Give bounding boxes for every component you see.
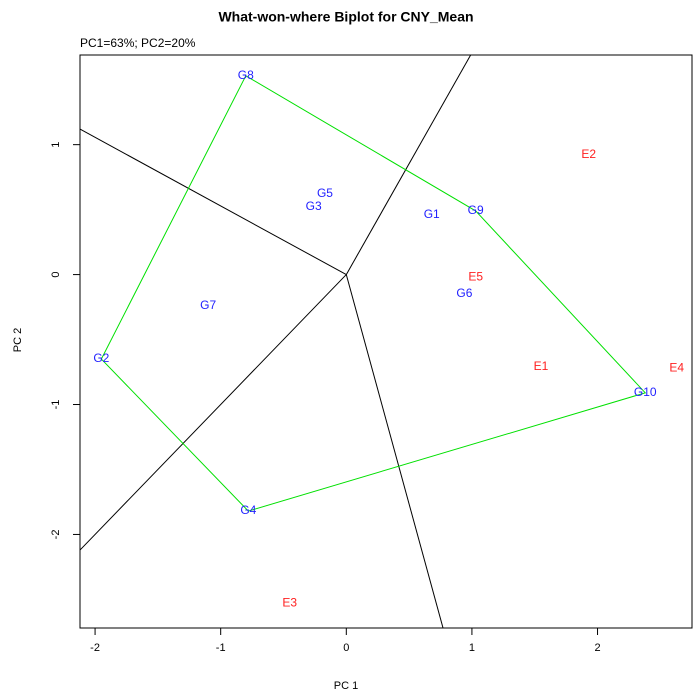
polygon xyxy=(100,75,647,512)
genotype-label: G5 xyxy=(317,186,333,200)
environment-label: E4 xyxy=(669,360,684,374)
x-tick-label: 0 xyxy=(343,642,349,654)
y-tick-label: -1 xyxy=(50,400,62,410)
genotype-label: G3 xyxy=(306,199,322,213)
x-axis-label: PC 1 xyxy=(334,680,358,692)
genotype-label: G8 xyxy=(238,68,254,82)
genotype-label: G10 xyxy=(634,385,657,399)
x-tick-label: 2 xyxy=(594,642,600,654)
y-axis-label: PC 2 xyxy=(12,328,24,352)
y-tick-label: 0 xyxy=(50,272,62,278)
ray xyxy=(345,55,472,275)
x-tick-label: -2 xyxy=(90,642,100,654)
x-tick-label: -1 xyxy=(216,642,226,654)
genotype-label: G1 xyxy=(424,207,440,221)
environment-label: E2 xyxy=(581,147,596,161)
environment-label: E3 xyxy=(282,595,297,609)
ray xyxy=(80,274,347,551)
subtitle: PC1=63%; PC2=20% xyxy=(80,36,196,50)
ray xyxy=(80,128,347,276)
plot-frame xyxy=(79,54,693,629)
environment-label: E5 xyxy=(468,269,483,283)
y-tick-label: -2 xyxy=(50,530,62,540)
genotype-label: G2 xyxy=(93,351,109,365)
ray xyxy=(345,274,444,628)
y-tick-label: 1 xyxy=(50,142,62,148)
genotype-label: G7 xyxy=(200,298,216,312)
environment-label: E1 xyxy=(534,359,549,373)
genotype-label: G9 xyxy=(468,203,484,217)
x-tick-label: 1 xyxy=(469,642,475,654)
genotype-label: G4 xyxy=(240,503,256,517)
genotype-label: G6 xyxy=(456,286,472,300)
chart-title: What-won-where Biplot for CNY_Mean xyxy=(218,9,473,25)
